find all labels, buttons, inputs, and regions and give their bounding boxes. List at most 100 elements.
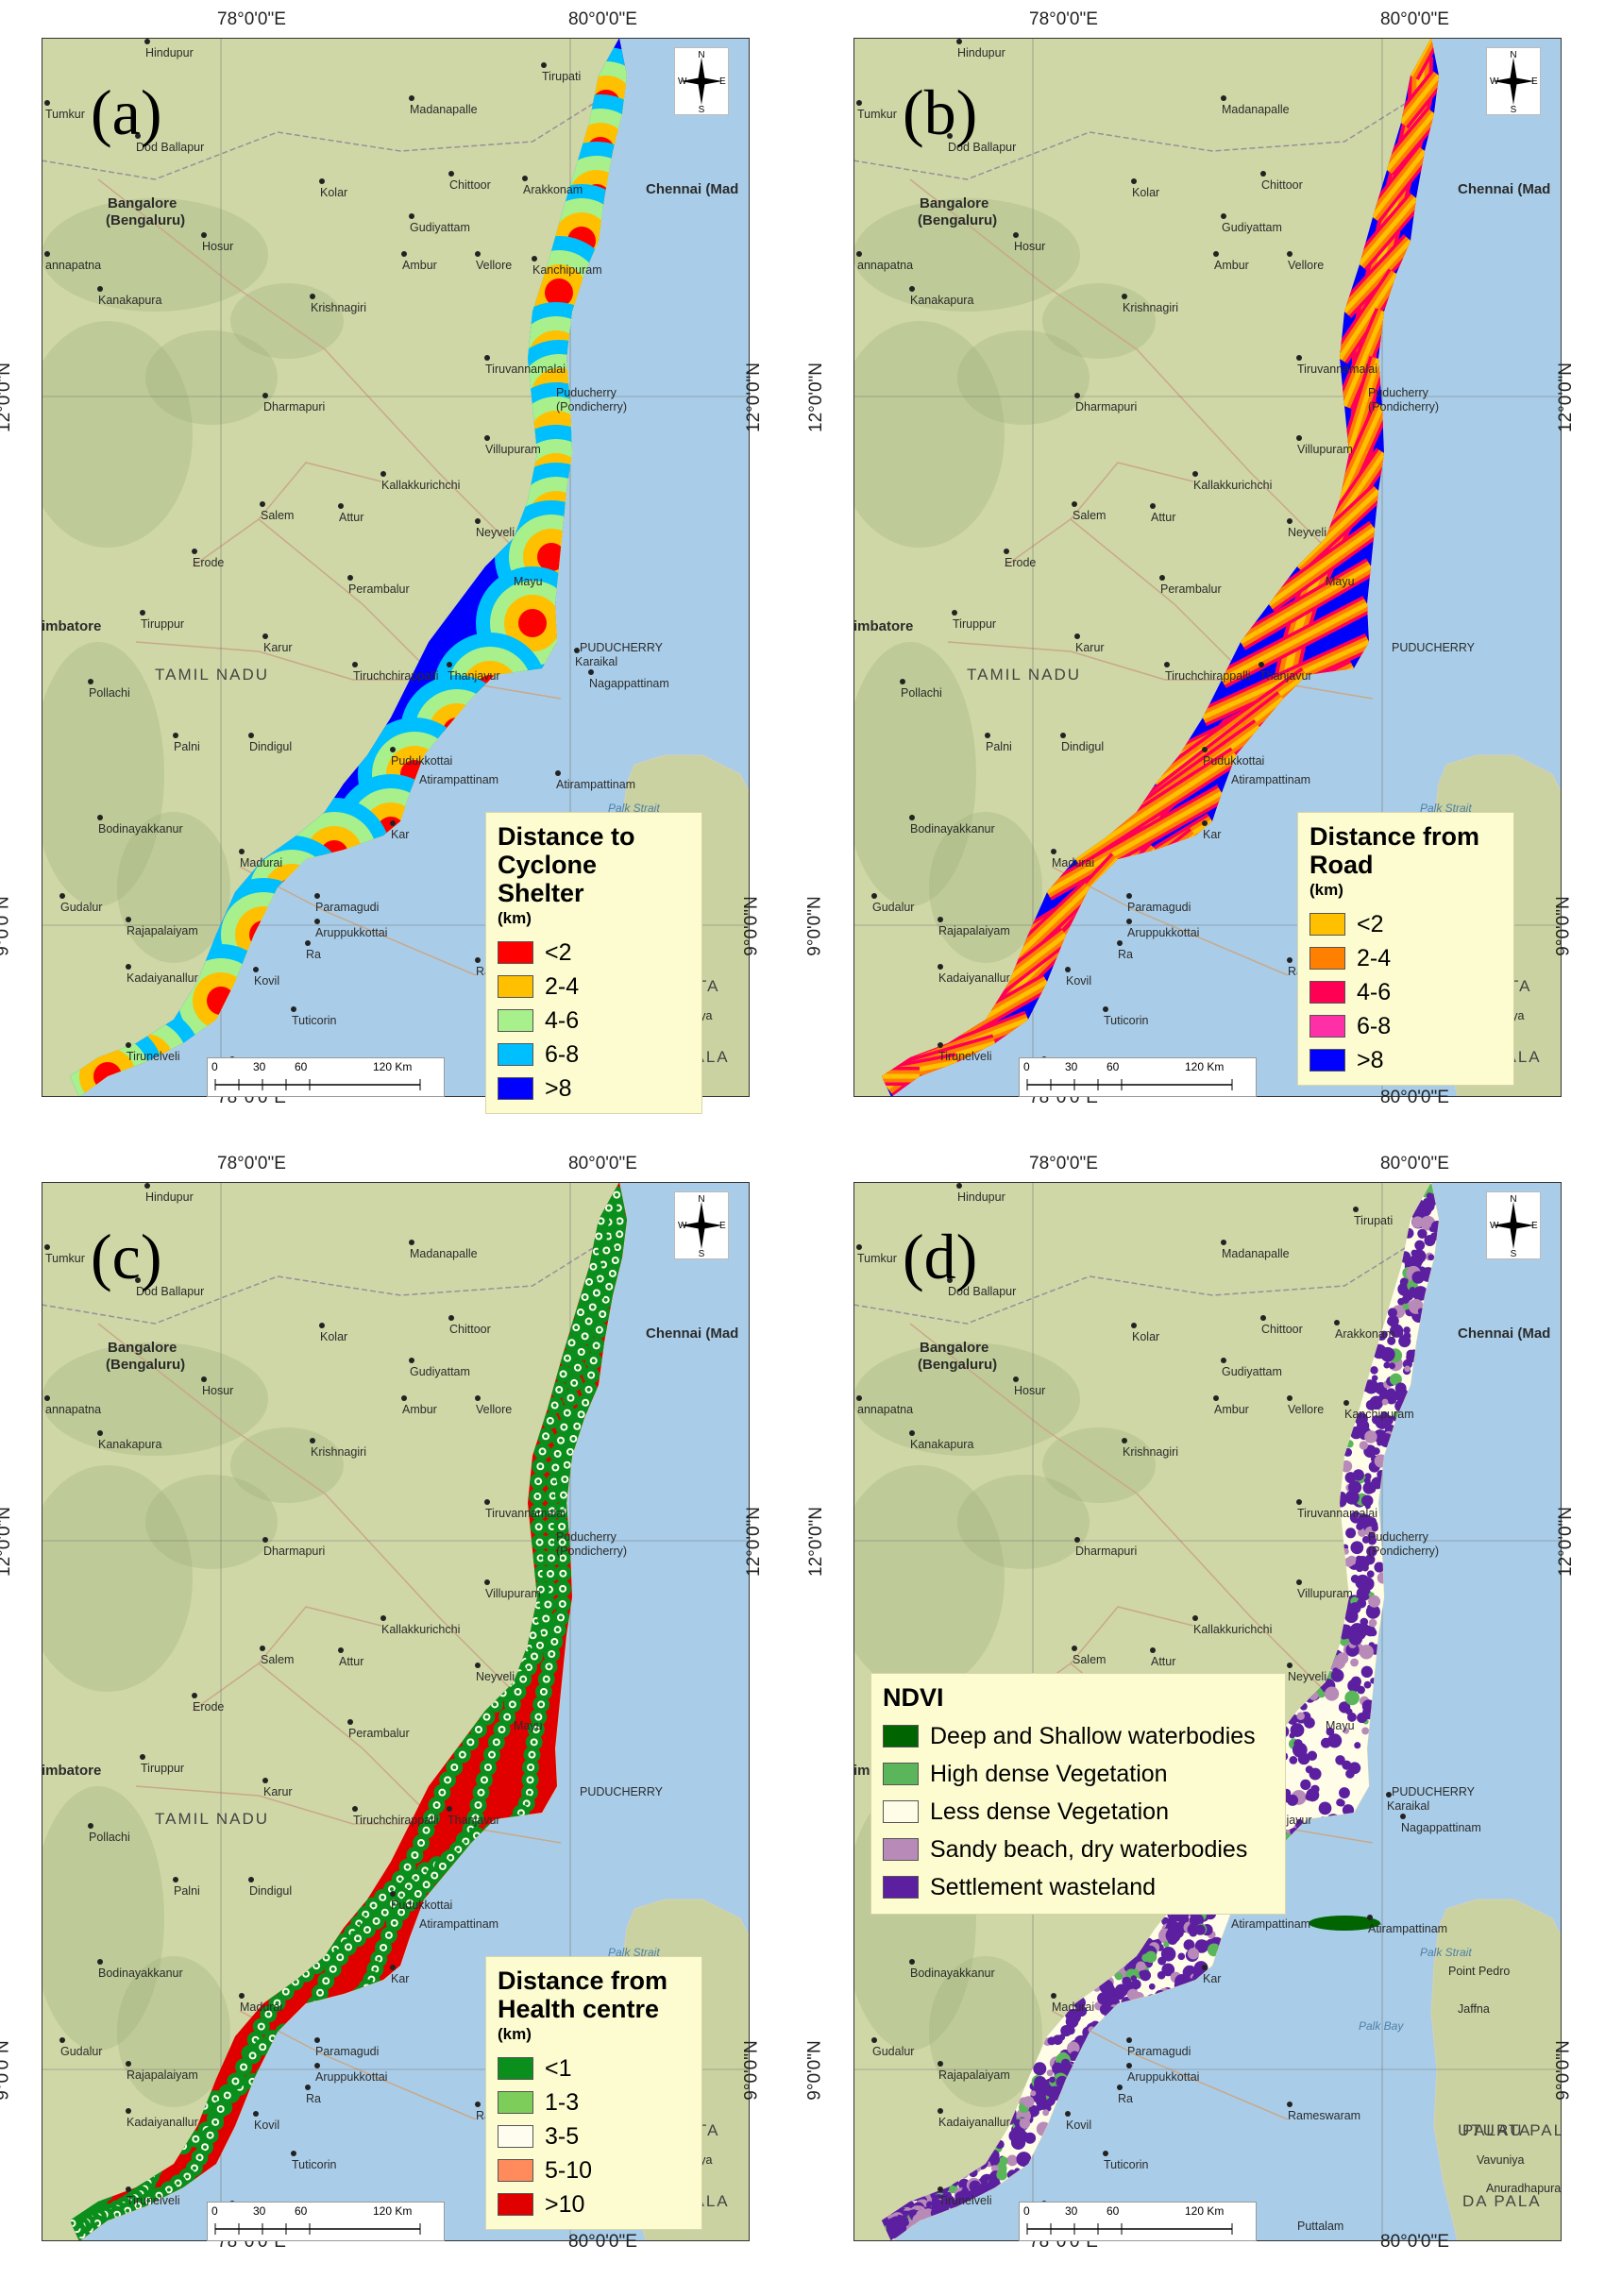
place-label-dharmapuri: Dharmapuri (263, 400, 325, 414)
state-border (853, 1238, 1421, 1325)
health-centre-buffer (591, 1359, 596, 1363)
ndvi-patch (1360, 1617, 1369, 1627)
place-label-thanjavur: Thanjavur (448, 669, 500, 683)
scale-label: 0 (211, 1060, 218, 1073)
city-dot (484, 1579, 490, 1585)
health-centre-buffer (552, 1639, 557, 1644)
city-dot (97, 815, 103, 820)
ndvi-patch (1368, 1595, 1381, 1608)
city-dot (1202, 820, 1208, 826)
place-label-kovil: Kovil (1066, 974, 1091, 988)
latitude-label: 12°0'0"N (743, 1507, 764, 1577)
ndvi-patch (1387, 1308, 1398, 1318)
city-dot (1296, 1499, 1302, 1505)
place-label-karaikal: Karaikal (575, 655, 617, 668)
longitude-label: 80°0'0"E (1380, 1154, 1449, 1173)
health-centre-buffer (250, 2053, 255, 2058)
health-centre-buffer (616, 1245, 619, 1250)
legend-swatch (883, 1838, 919, 1861)
legend-label: 2-4 (545, 972, 580, 1000)
north-arrow: N S W E (674, 47, 729, 115)
latitude-label: 9°0'0"N (741, 896, 762, 956)
place-label-tiruchchirappalli: Tiruchchirappalli (353, 1814, 439, 1827)
place-label-pudukkottai: Pudukkottai (1203, 754, 1264, 768)
health-centre-buffer (538, 1556, 543, 1561)
scale-label: 0 (211, 2204, 218, 2218)
svg-text:S: S (1511, 105, 1517, 114)
legend-title: NDVI (883, 1683, 944, 1712)
health-centre-buffer (397, 1877, 402, 1882)
place-label-bengaluru: (Bengaluru) (918, 1357, 997, 1373)
legend-item: <2 (498, 936, 690, 970)
health-centre-buffer (482, 1778, 486, 1782)
city-dot (856, 1395, 862, 1401)
ndvi-patch (1127, 1981, 1135, 1988)
longitude-label: 78°0'0"E (217, 1154, 286, 1173)
place-label-dodballapur: Dod Ballapur (136, 141, 204, 154)
place-label-vellore: Vellore (476, 1403, 512, 1416)
legend-swatch (498, 941, 533, 964)
legend-label: >10 (545, 2190, 585, 2218)
place-label-puducherry: Puducherry (556, 1530, 617, 1544)
city-dot (938, 2186, 943, 2192)
road-line (135, 1785, 354, 1825)
health-centre-buffer (363, 1912, 368, 1916)
place-label-gudiyattam: Gudiyattam (1222, 1365, 1282, 1378)
terrain-shading (1042, 1427, 1156, 1503)
city-dot (409, 95, 414, 101)
city-dot (192, 1693, 197, 1698)
city-dot (909, 1959, 915, 1965)
legend-label: 5-10 (545, 2156, 593, 2184)
ndvi-patch (1296, 1712, 1305, 1721)
city-dot (319, 1323, 325, 1328)
legend-label: 2-4 (1357, 944, 1392, 971)
place-label-kanchipuram: Kanchipuram (1344, 1408, 1414, 1421)
panel-letter: (c) (91, 1221, 162, 1292)
city-dot (135, 1277, 141, 1283)
city-dot (484, 435, 490, 441)
ndvi-patch (1428, 1254, 1435, 1261)
health-centre-buffer (587, 1279, 591, 1284)
health-centre-buffer (601, 1262, 605, 1267)
city-dot (1202, 747, 1208, 752)
health-centre-buffer (583, 1294, 587, 1299)
place-label-kovil: Kovil (254, 974, 279, 988)
terrain-shading (230, 1427, 344, 1503)
map-legend: Distance to Cyclone Shelter (km) <2 2-4 4-6 6-… (485, 812, 702, 1114)
place-label-erode: Erode (193, 556, 224, 569)
place-label-aruppukkottai: Aruppukkottai (1127, 926, 1199, 939)
longitude-label: 80°0'0"E (1380, 1088, 1449, 1107)
north-arrow: N S W E (674, 1191, 729, 1259)
ndvi-patch (1414, 1240, 1426, 1251)
health-centre-buffer (539, 1702, 544, 1707)
health-centre-buffer (261, 2045, 265, 2050)
ndvi-patch (1364, 1430, 1377, 1443)
city-dot (956, 1183, 962, 1189)
place-label-hindupur: Hindupur (957, 46, 1005, 59)
ndvi-patch (1030, 2090, 1037, 2097)
place-label-pondicherry: (Pondicherry) (1368, 1545, 1439, 1558)
place-label-dharmapuri: Dharmapuri (1075, 400, 1137, 414)
health-centre-buffer (532, 1740, 536, 1745)
svg-text:E: E (719, 1221, 726, 1231)
city-dot (1122, 294, 1127, 299)
city-dot (305, 940, 311, 946)
ndvi-patch (1346, 1712, 1357, 1722)
legend-item: <2 (1309, 907, 1502, 941)
city-dot (347, 575, 353, 581)
city-dot (44, 1395, 50, 1401)
legend-label: 3-5 (545, 2122, 580, 2150)
terrain-shading (145, 330, 278, 425)
scale-bar: 0 30 60 120 Km (1019, 1057, 1257, 1097)
place-label-kanakapura: Kanakapura (910, 294, 973, 307)
ndvi-patch (1375, 1414, 1390, 1429)
ndvi-patch (1428, 1225, 1436, 1233)
city-dot (126, 2061, 131, 2067)
place-label-karaikal: Karaikal (1387, 1799, 1429, 1813)
terrain-shading (957, 1475, 1090, 1569)
legend-label: 1-3 (545, 2088, 580, 2116)
legend-label: 6-8 (545, 1040, 580, 1068)
health-centre-buffer (561, 1556, 566, 1561)
place-label-nagappattinam: Nagappattinam (589, 677, 669, 690)
ndvi-patch (1144, 1950, 1157, 1964)
